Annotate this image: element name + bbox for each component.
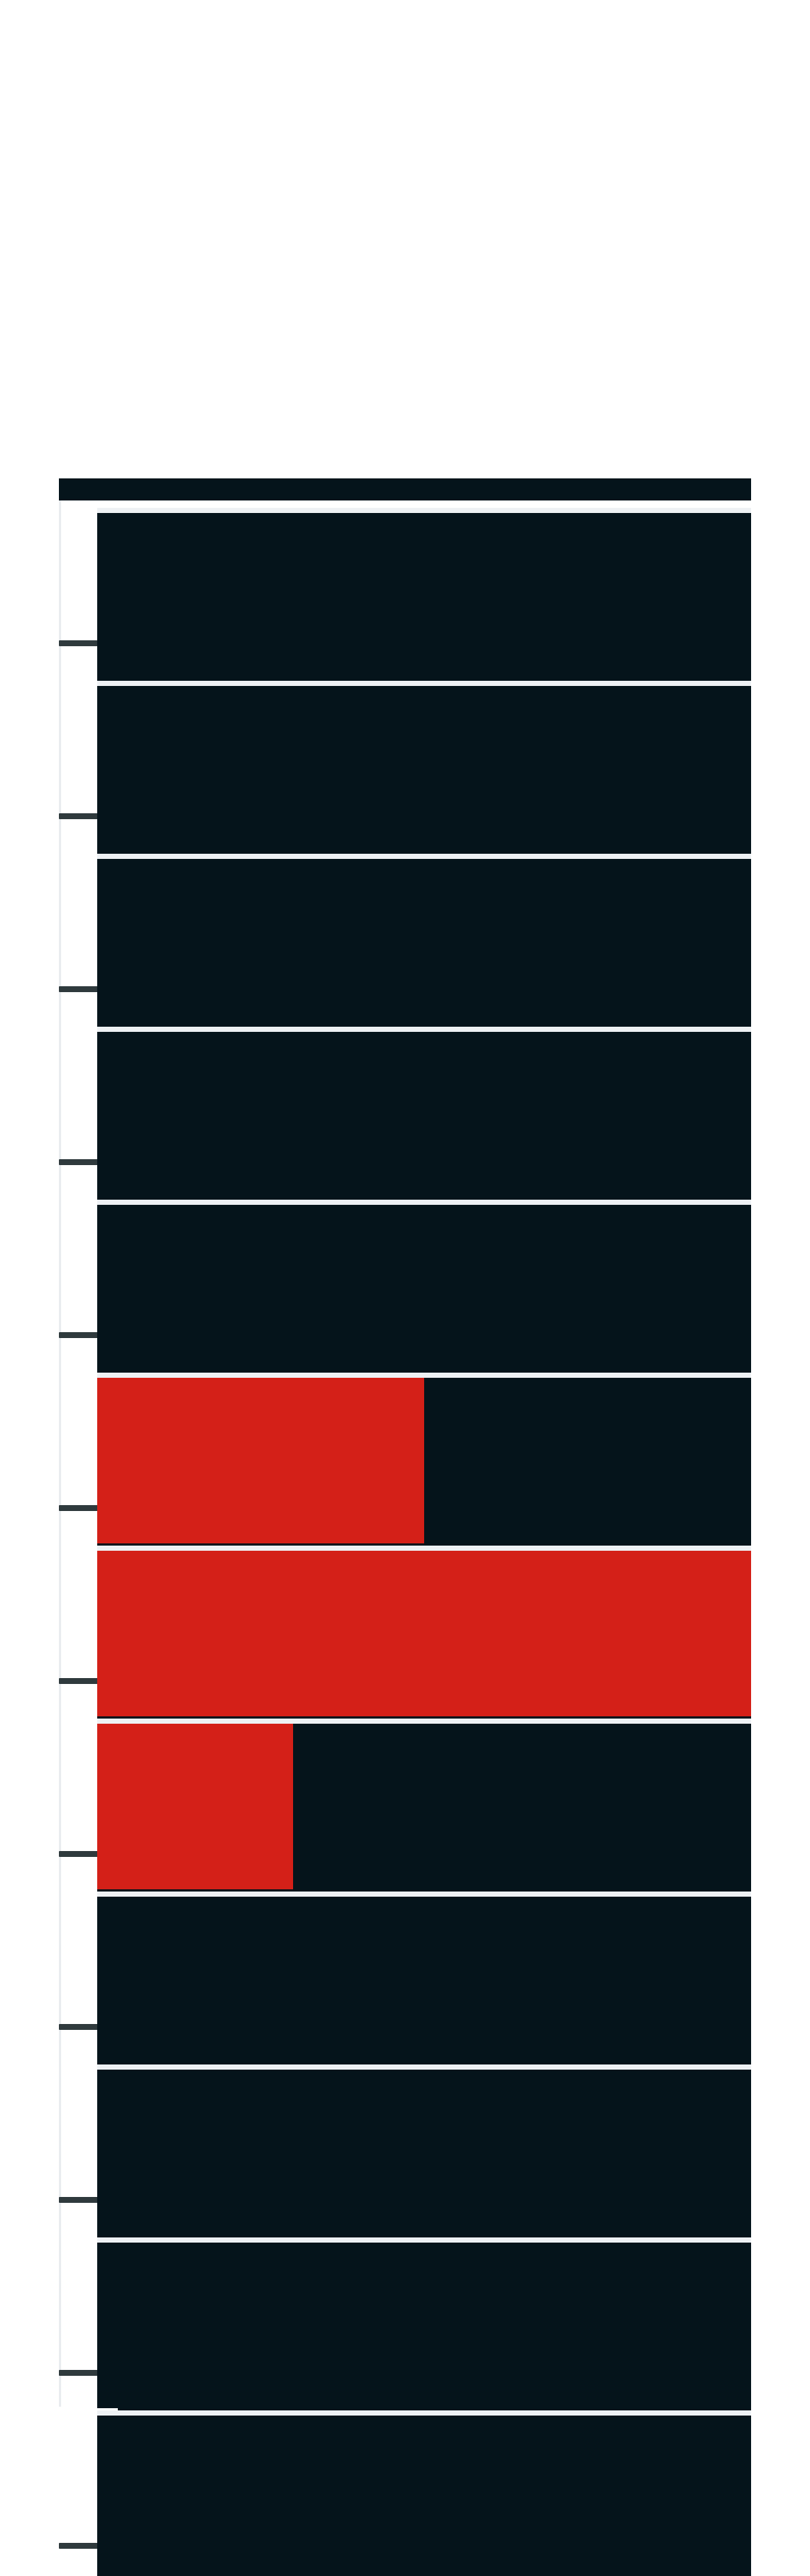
ruler-tick xyxy=(59,1851,99,1857)
meter-row xyxy=(97,513,751,679)
row-separator xyxy=(97,2410,751,2416)
row-separator xyxy=(97,2237,751,2243)
meter-panel-top xyxy=(59,478,751,500)
ruler-tick xyxy=(59,1332,99,1338)
row-separator xyxy=(97,1719,751,1724)
meter-row xyxy=(97,1724,751,1889)
meter-row-fill xyxy=(97,1724,294,1889)
ruler-tick xyxy=(59,1159,99,1165)
ruler-tick xyxy=(59,813,99,819)
row-separator xyxy=(97,1027,751,1032)
row-separator xyxy=(97,1546,751,1551)
level-ruler xyxy=(59,478,99,2549)
ruler-tick xyxy=(59,2024,99,2030)
meter-row xyxy=(97,1551,751,1716)
ruler-tick xyxy=(59,640,99,646)
meter-row xyxy=(97,1205,751,1370)
meter-row xyxy=(97,1378,751,1543)
ruler-tick xyxy=(59,2370,99,2376)
ruler-tick xyxy=(59,986,99,992)
meter-row xyxy=(97,2416,751,2576)
row-separator xyxy=(97,508,751,513)
row-separator xyxy=(97,854,751,859)
ruler-tick xyxy=(59,1505,99,1511)
meter-row xyxy=(97,686,751,852)
ruler-tick xyxy=(59,2543,99,2549)
meter-row-fill xyxy=(97,1378,424,1543)
meter-row xyxy=(97,859,751,1025)
ruler-tick xyxy=(59,1678,99,1684)
row-separator xyxy=(97,2064,751,2070)
meter-row-fill xyxy=(97,1551,751,1716)
ruler-tick xyxy=(59,2197,99,2203)
row-separator xyxy=(97,681,751,686)
row-separator xyxy=(97,1200,751,1205)
meter-row xyxy=(97,1897,751,2062)
row-separator xyxy=(97,1892,751,1897)
row-separator xyxy=(97,1373,751,1378)
meter-row xyxy=(97,1032,751,1197)
meter-row xyxy=(97,2070,751,2235)
meter-row xyxy=(97,2243,751,2408)
